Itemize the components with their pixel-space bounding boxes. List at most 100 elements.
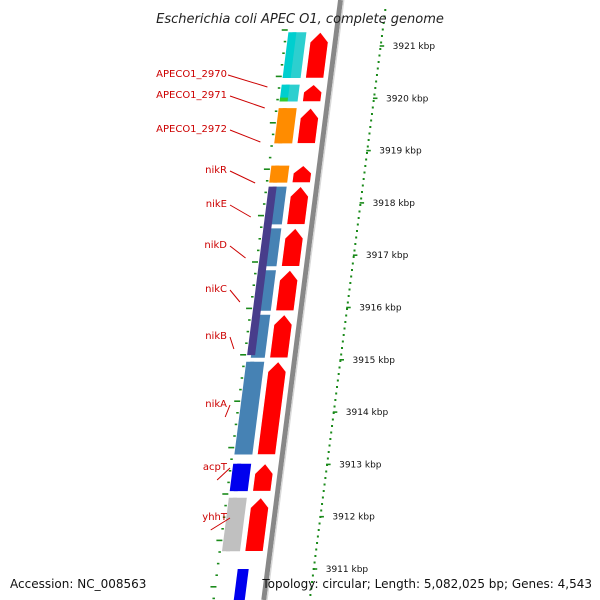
accession-text: Accession: NC_008563	[10, 577, 147, 591]
gene-label: yhhT	[202, 512, 228, 523]
scale-dot	[313, 561, 316, 564]
scale-dot	[345, 314, 348, 317]
scale-dot	[337, 373, 340, 375]
cds-arrow	[291, 165, 312, 183]
scale-dot	[362, 178, 365, 180]
cog-inner-feature	[229, 463, 242, 492]
gene-leader-line	[229, 245, 246, 259]
scale-dot	[363, 171, 366, 174]
kbp-label: 3913 kbp	[339, 460, 382, 470]
scale-dot	[342, 334, 345, 336]
kbp-label: 3916 kbp	[359, 304, 402, 314]
scale-dot	[341, 347, 344, 349]
cog-inner-feature	[279, 97, 289, 102]
scale-dot	[332, 412, 335, 414]
gene-label: nikA	[205, 399, 227, 410]
gene-label: acpT	[203, 462, 228, 473]
scale-dot	[359, 204, 362, 206]
scale-dot	[356, 223, 359, 226]
scale-dot	[311, 574, 314, 577]
scale-dot	[357, 217, 360, 219]
scale-dot	[378, 54, 381, 57]
scale-dot	[327, 451, 330, 453]
scale-dot	[384, 9, 387, 11]
scale-dot	[311, 581, 314, 583]
scale-dot	[373, 93, 376, 96]
scale-dot	[317, 529, 320, 531]
scale-dot	[370, 119, 373, 122]
cds-arrow	[269, 314, 293, 359]
scale-dot	[309, 594, 312, 596]
cds-arrow	[252, 463, 274, 492]
kbp-label: 3919 kbp	[379, 147, 422, 157]
cds-arrow	[296, 107, 319, 144]
cog-inner-feature	[274, 108, 287, 144]
gene-leader-line	[229, 204, 252, 218]
gene-label: nikE	[206, 199, 227, 210]
kbp-label: 3915 kbp	[353, 356, 396, 366]
scale-dot	[316, 542, 319, 544]
kbp-label: 3918 kbp	[373, 199, 416, 209]
gene-label: APECO1_2970	[156, 69, 227, 80]
gene-label: APECO1_2971	[156, 90, 227, 101]
kbp-label: 3914 kbp	[346, 408, 389, 418]
scale-dot	[354, 243, 357, 245]
scale-dot	[310, 587, 313, 590]
feature-tracks	[221, 31, 329, 600]
scale-dot	[382, 22, 385, 24]
scale-dot	[334, 399, 337, 401]
scale-dot	[333, 405, 336, 408]
cds-arrow	[305, 31, 329, 79]
scale-dot	[318, 522, 321, 525]
scale-dot	[364, 165, 367, 167]
scale-dot	[358, 210, 361, 213]
scale-dot	[341, 340, 344, 343]
gene-label: APECO1_2972	[156, 124, 227, 135]
cds-arrow	[281, 227, 304, 267]
scale-dot	[335, 392, 338, 395]
next-gene-block	[233, 569, 249, 600]
scale-dot	[331, 425, 334, 427]
scale-dot	[349, 282, 352, 284]
scale-dot	[348, 288, 351, 291]
scale-dot	[381, 28, 384, 31]
scale-dot	[360, 197, 363, 200]
scale-dot	[380, 35, 383, 37]
kbp-label: 3921 kbp	[393, 42, 436, 52]
scale-dot	[351, 262, 354, 265]
scale-dot	[365, 152, 368, 154]
gene-leader-line	[216, 467, 231, 481]
backbone-highlight	[266, 0, 345, 600]
scale-dot	[360, 191, 363, 193]
scale-dot	[347, 295, 350, 297]
scale-dot	[323, 483, 326, 486]
scale-dot	[355, 230, 358, 232]
cog-inner-feature	[221, 497, 237, 552]
scale-dot	[346, 301, 349, 304]
cds-arrow	[244, 497, 269, 552]
gene-leader-line	[224, 404, 231, 418]
scale-dot	[339, 360, 342, 362]
gene-leader-line	[229, 289, 241, 303]
kbp-label: 3920 kbp	[386, 94, 429, 104]
scale-dot	[316, 535, 319, 538]
gene-leader-line	[229, 129, 261, 143]
scale-dot	[376, 67, 379, 70]
scale-dot	[367, 139, 370, 141]
gene-leader-line	[227, 74, 268, 88]
scale-dot	[370, 113, 373, 115]
cog-inner-feature	[279, 84, 290, 102]
gene-leader-line	[210, 517, 231, 531]
cog-inner-feature	[234, 361, 255, 455]
scale-dot	[325, 470, 328, 473]
scale-dot	[368, 132, 371, 135]
scale-dot	[346, 308, 349, 310]
scale-dot	[330, 431, 333, 434]
scale-dot	[324, 477, 327, 479]
scale-dot	[329, 438, 332, 440]
cog-inner-feature	[269, 165, 280, 183]
scale-dot	[375, 80, 378, 83]
cds-arrow	[257, 361, 287, 455]
scale-dot	[379, 48, 382, 50]
